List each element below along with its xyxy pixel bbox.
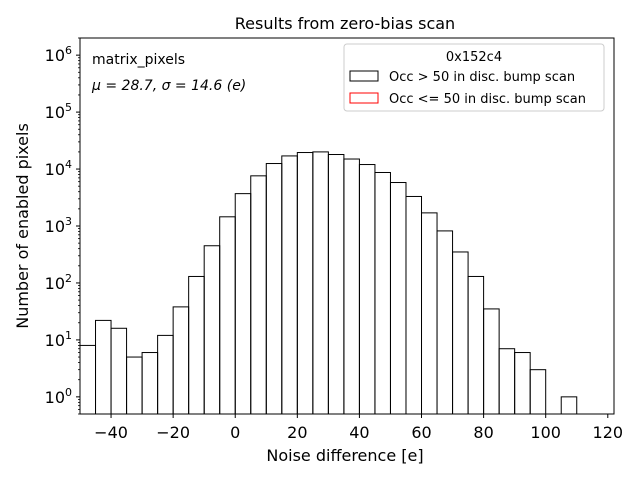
y-tick-label-2: 102 — [45, 272, 72, 293]
annotation-stats: μ = 28.7, σ = 14.6 (e) — [91, 78, 246, 94]
x-tick-label-5: 60 — [411, 423, 431, 442]
histogram-bar-23 — [436, 230, 454, 414]
y-tick-label-6: 106 — [45, 44, 72, 65]
x-tick-label-4: 40 — [349, 423, 369, 442]
histogram-bar-7 — [188, 275, 205, 414]
histogram-bar-27 — [498, 348, 516, 414]
histogram-bar-15 — [312, 151, 329, 414]
legend-swatch-black — [349, 70, 379, 82]
histogram-bar-14 — [296, 152, 314, 414]
y-tick-label-5: 105 — [45, 101, 72, 122]
chart-title: Results from zero-bias scan — [235, 14, 455, 33]
histogram-bar-9 — [219, 216, 236, 414]
histogram-bar-20 — [389, 182, 407, 414]
y-axis: 100 101 102 103 104 105 106 — [45, 37, 80, 415]
histogram-bar-3 — [126, 356, 143, 414]
histogram-bar-24 — [452, 251, 469, 414]
legend-label-occ-le-50: Occ <= 50 in disc. bump scan — [389, 92, 586, 107]
histogram-bar-10 — [234, 193, 252, 414]
y-tick-label-0: 100 — [45, 386, 72, 407]
histogram-bar-19 — [374, 171, 391, 414]
y-axis-label: Number of enabled pixels — [13, 123, 32, 329]
legend-swatch-red — [349, 92, 379, 104]
x-tick-label-0: −40 — [94, 423, 128, 442]
histogram-bar-13 — [281, 155, 298, 414]
histogram-bar-11 — [250, 175, 267, 414]
y-tick-label-1: 101 — [45, 329, 72, 350]
histogram-bar-8 — [203, 245, 221, 414]
legend-box — [343, 43, 605, 112]
x-tick-label-8: 120 — [593, 423, 624, 442]
annotation-name: matrix_pixels — [92, 52, 185, 68]
legend-title: 0x152c4 — [446, 50, 502, 65]
histogram-bar-29 — [529, 369, 547, 414]
y-tick-label-4: 104 — [45, 158, 72, 179]
x-tick-label-2: 0 — [230, 423, 240, 442]
histogram-series — [80, 151, 578, 414]
x-tick-label-7: 100 — [530, 423, 561, 442]
x-axis-label: Noise difference [e] — [266, 446, 423, 465]
histogram-bar-17 — [343, 158, 360, 414]
x-tick-label-6: 80 — [473, 423, 493, 442]
x-tick-label-3: 20 — [287, 423, 307, 442]
histogram-bar-21 — [405, 195, 423, 414]
x-tick-label-1: −20 — [156, 423, 190, 442]
legend: 0x152c4 Occ > 50 in disc. bump scan Occ … — [343, 43, 605, 112]
histogram-bar-16 — [327, 154, 345, 414]
histogram-bar-18 — [358, 164, 376, 414]
y-tick-label-3: 103 — [45, 215, 72, 236]
histogram-bar-28 — [514, 352, 531, 414]
histogram-bar-12 — [265, 163, 283, 414]
legend-label-occ-gt-50: Occ > 50 in disc. bump scan — [389, 70, 575, 85]
histogram-bar-31 — [560, 396, 578, 414]
histogram-bar-22 — [421, 212, 438, 414]
x-axis: −40 −20 0 20 40 60 80 100 120 — [94, 414, 623, 442]
